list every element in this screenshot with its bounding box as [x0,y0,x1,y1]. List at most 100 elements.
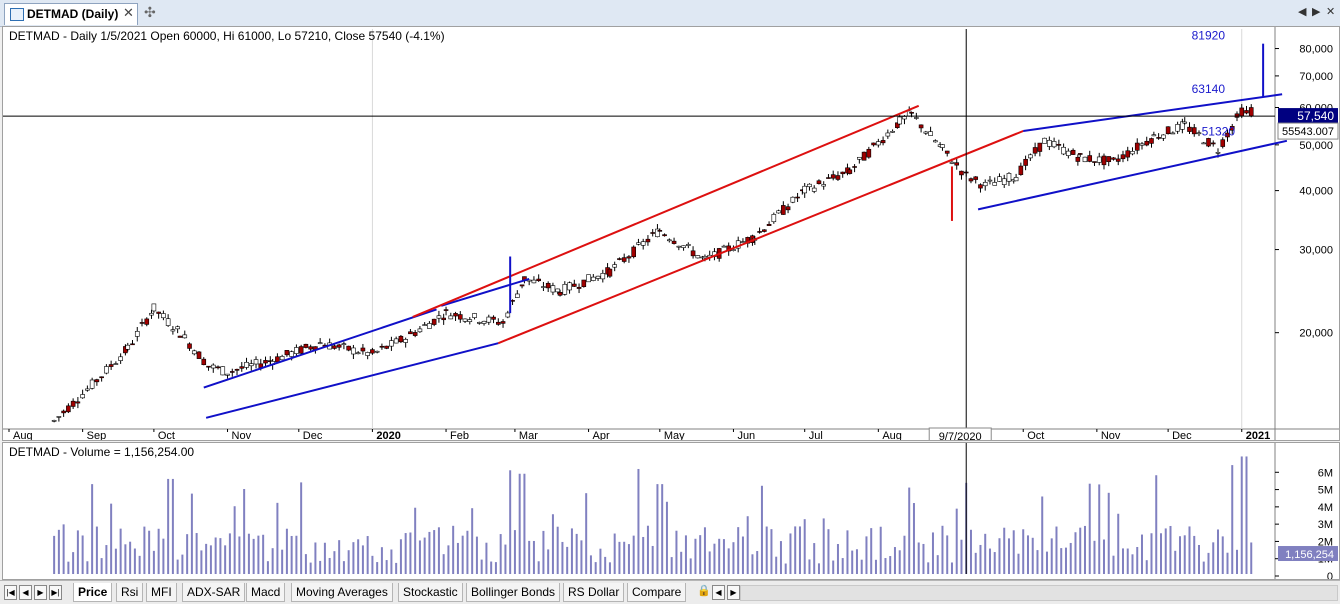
volume-bar [1174,550,1177,574]
volume-bar [1112,555,1115,574]
candle-body [365,352,370,356]
price-chart[interactable]: 80,00070,00060,00050,00040,00030,00020,0… [3,27,1339,440]
volume-bar [72,552,75,574]
volume-bar [437,527,440,574]
volume-bar [1207,552,1210,574]
candle-body [771,214,777,223]
last-page-icon[interactable]: ▶| [49,585,62,600]
volume-bar [627,544,630,574]
scroll-right-icon[interactable]: ▶ [727,585,740,600]
tab-rsi[interactable]: Rsi [116,583,144,602]
volume-bar [860,559,863,574]
volume-bar [851,550,854,574]
volume-bar [490,561,493,574]
tab-macd[interactable]: Macd [246,583,286,602]
new-tab-icon[interactable]: ✣ [144,4,156,20]
prev-page-icon[interactable]: ◀ [19,585,32,600]
candle-body [215,366,221,369]
tab-price[interactable]: Price [73,583,113,602]
volume-bar [741,536,744,574]
volume-bar [623,541,626,574]
candle-body [776,210,781,214]
lock-icon[interactable]: 🔒 [697,585,711,597]
volume-bar [1107,492,1110,574]
tab-stockastic[interactable]: Stockastic [398,583,463,602]
candle-body [481,320,487,324]
volume-bar [53,535,56,574]
vol-tick-label: 4M [1318,502,1333,514]
candle-body [567,282,572,291]
chart-tab[interactable]: DETMAD (Daily) ✕ [4,3,138,25]
horizontal-scrollbar[interactable] [740,585,1338,601]
tab-bollinger-bonds[interactable]: Bollinger Bonds [466,583,561,602]
volume-bar [1145,560,1148,574]
candle-body [657,230,663,232]
candle-body [75,401,81,404]
candle-body [1061,146,1066,155]
volume-bar [808,559,811,574]
candle-body [161,313,166,319]
candle-body [1082,156,1088,163]
scroll-right-icon[interactable]: ▶ [1312,6,1321,18]
candle-body [821,184,827,187]
volume-bar [789,533,792,574]
candle-body [486,316,492,323]
volume-bar [423,537,426,574]
tab-mfi[interactable]: MFI [146,583,177,602]
volume-bar [338,540,341,574]
candle-body [880,140,886,144]
candle-body [393,338,399,344]
volume-bar [475,536,478,574]
volume-bar [585,493,588,574]
next-page-icon[interactable]: ▶ [34,585,47,600]
volume-bar [176,559,179,574]
volume-bar [285,528,288,574]
volume-bar [86,561,89,574]
first-page-icon[interactable]: |◀ [4,585,17,600]
volume-bar [1007,538,1010,574]
tab-adx-sar[interactable]: ADX-SAR [182,583,246,602]
candle-body [1092,161,1097,163]
volume-bar [200,550,203,574]
price-annotation: 51320 [1202,125,1236,139]
volume-bar [1188,526,1191,574]
last-volume-badge [1278,546,1338,562]
candle-body [631,246,636,258]
tab-compare[interactable]: Compare [627,583,687,602]
candle-body [909,112,914,114]
candle-body [206,365,211,368]
volume-bar [224,545,227,574]
volume-bar [81,535,84,574]
candle-body [1206,138,1211,147]
candle-body [861,151,867,161]
volume-chart[interactable]: 6M5M4M3M2M1M01,156,254 [3,443,1339,579]
candle-body [1139,143,1145,146]
last-candle-body [1248,107,1254,117]
tab-rs-dollar[interactable]: RS Dollar [563,583,625,602]
volume-bar [732,542,735,574]
tab-moving-averages[interactable]: Moving Averages [291,583,393,602]
volume-chart-pane[interactable]: 6M5M4M3M2M1M01,156,254 DETMAD - Volume =… [2,442,1340,580]
close-window-icon[interactable]: ✕ [1326,6,1336,18]
candle-body [1239,107,1245,117]
candle-body [225,373,230,376]
scroll-left-icon[interactable]: ◀ [1298,6,1307,18]
tab-title: DETMAD (Daily) [27,7,119,21]
volume-bar [813,543,816,574]
candle-body [1047,139,1052,147]
volume-bar [105,545,108,574]
candle-body [982,181,988,187]
price-chart-pane[interactable]: 80,00070,00060,00050,00040,00030,00020,0… [2,26,1340,441]
scroll-left-icon[interactable]: ◀ [712,585,725,600]
candle-body [431,318,437,325]
vol-tick-label: 5M [1318,485,1333,497]
candle-body [1225,132,1230,138]
volume-bar [1178,536,1181,574]
volume-bar [675,530,678,574]
volume-bar [570,528,573,574]
candle-body [403,339,408,343]
volume-bar [1164,528,1167,574]
close-tab-icon[interactable]: ✕ [123,5,134,20]
candle-body [973,176,979,180]
volume-bar [1212,542,1215,574]
